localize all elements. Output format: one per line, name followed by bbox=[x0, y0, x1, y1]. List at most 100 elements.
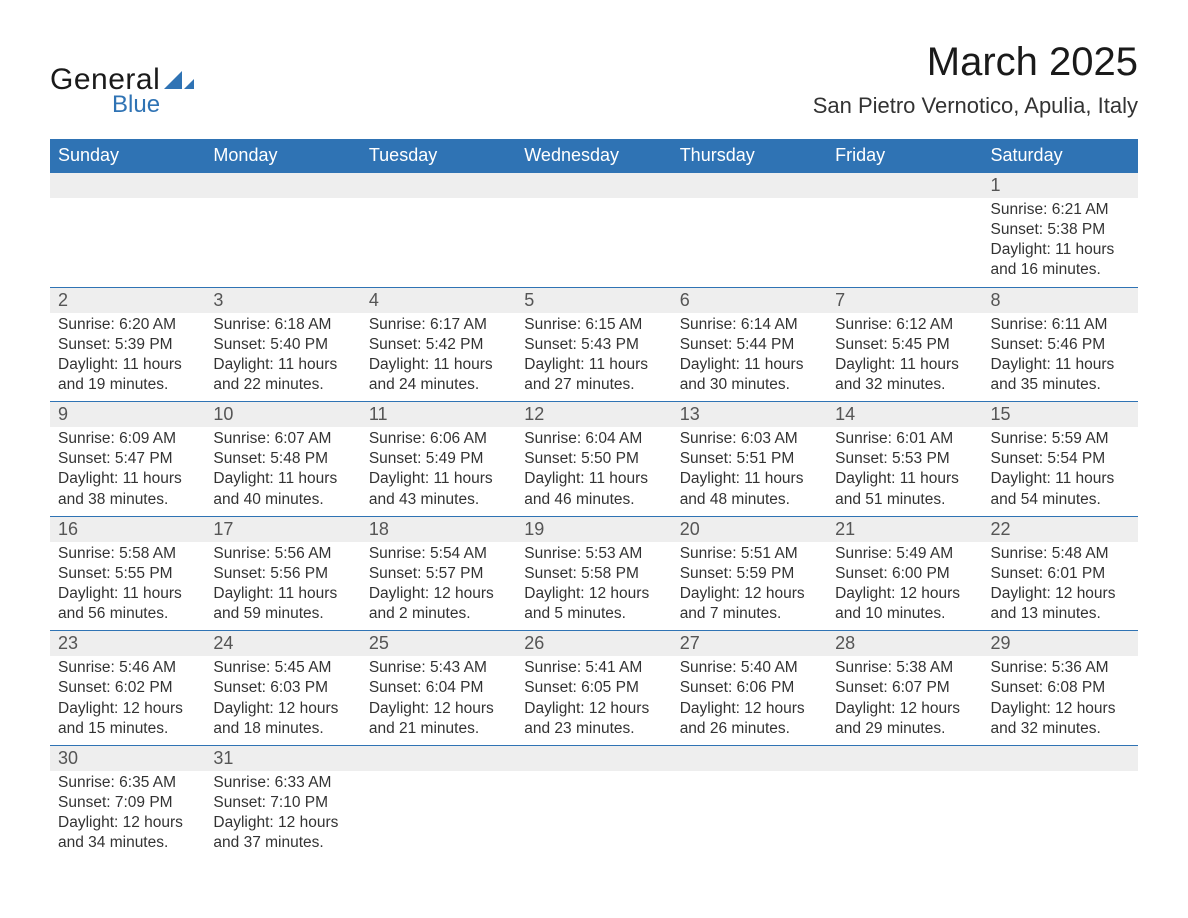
day-details: Sunrise: 6:35 AMSunset: 7:09 PMDaylight:… bbox=[50, 771, 205, 860]
day-number: 2 bbox=[50, 288, 205, 313]
daylight-line-1: Daylight: 12 hours bbox=[213, 699, 352, 719]
daylight-line-1: Daylight: 11 hours bbox=[369, 469, 508, 489]
day-details bbox=[516, 771, 671, 783]
weekday-header-row: SundayMondayTuesdayWednesdayThursdayFrid… bbox=[50, 139, 1138, 173]
day-number: 3 bbox=[205, 288, 360, 313]
sunrise-line: Sunrise: 6:14 AM bbox=[680, 315, 819, 335]
daylight-line-2: and 18 minutes. bbox=[213, 719, 352, 739]
sunset-line: Sunset: 6:02 PM bbox=[58, 678, 197, 698]
daylight-line-2: and 59 minutes. bbox=[213, 604, 352, 624]
day-details: Sunrise: 5:54 AMSunset: 5:57 PMDaylight:… bbox=[361, 542, 516, 631]
weekday-header: Thursday bbox=[672, 139, 827, 173]
logo: General Blue bbox=[50, 63, 194, 119]
day-details bbox=[827, 198, 982, 210]
sunrise-line: Sunrise: 5:40 AM bbox=[680, 658, 819, 678]
sunset-line: Sunset: 6:01 PM bbox=[991, 564, 1130, 584]
day-number-row: 9101112131415 bbox=[50, 402, 1138, 428]
sunset-line: Sunset: 5:58 PM bbox=[524, 564, 663, 584]
sunset-line: Sunset: 6:06 PM bbox=[680, 678, 819, 698]
day-number: 29 bbox=[983, 631, 1138, 656]
sunset-line: Sunset: 5:59 PM bbox=[680, 564, 819, 584]
sunrise-line: Sunrise: 5:43 AM bbox=[369, 658, 508, 678]
sunset-line: Sunset: 5:45 PM bbox=[835, 335, 974, 355]
day-details bbox=[50, 198, 205, 210]
day-data-row: Sunrise: 6:21 AMSunset: 5:38 PMDaylight:… bbox=[50, 198, 1138, 287]
day-number: 13 bbox=[672, 402, 827, 427]
sunset-line: Sunset: 5:46 PM bbox=[991, 335, 1130, 355]
daylight-line-2: and 32 minutes. bbox=[991, 719, 1130, 739]
day-details bbox=[672, 198, 827, 210]
daylight-line-1: Daylight: 11 hours bbox=[213, 584, 352, 604]
sunrise-line: Sunrise: 6:04 AM bbox=[524, 429, 663, 449]
day-details: Sunrise: 6:04 AMSunset: 5:50 PMDaylight:… bbox=[516, 427, 671, 516]
day-details: Sunrise: 5:36 AMSunset: 6:08 PMDaylight:… bbox=[983, 656, 1138, 745]
sunset-line: Sunset: 5:51 PM bbox=[680, 449, 819, 469]
sunrise-line: Sunrise: 5:41 AM bbox=[524, 658, 663, 678]
sunset-line: Sunset: 5:54 PM bbox=[991, 449, 1130, 469]
day-details: Sunrise: 6:33 AMSunset: 7:10 PMDaylight:… bbox=[205, 771, 360, 860]
sunset-line: Sunset: 6:03 PM bbox=[213, 678, 352, 698]
daylight-line-1: Daylight: 12 hours bbox=[58, 813, 197, 833]
sunrise-line: Sunrise: 5:45 AM bbox=[213, 658, 352, 678]
day-number: 17 bbox=[205, 517, 360, 542]
day-details: Sunrise: 5:40 AMSunset: 6:06 PMDaylight:… bbox=[672, 656, 827, 745]
sunset-line: Sunset: 5:53 PM bbox=[835, 449, 974, 469]
sunset-line: Sunset: 5:47 PM bbox=[58, 449, 197, 469]
daylight-line-1: Daylight: 11 hours bbox=[680, 355, 819, 375]
day-number bbox=[361, 173, 516, 185]
sunset-line: Sunset: 5:55 PM bbox=[58, 564, 197, 584]
sunrise-line: Sunrise: 6:03 AM bbox=[680, 429, 819, 449]
day-details: Sunrise: 5:48 AMSunset: 6:01 PMDaylight:… bbox=[983, 542, 1138, 631]
sunrise-line: Sunrise: 5:58 AM bbox=[58, 544, 197, 564]
daylight-line-1: Daylight: 11 hours bbox=[524, 469, 663, 489]
day-number: 9 bbox=[50, 402, 205, 427]
sunrise-line: Sunrise: 5:36 AM bbox=[991, 658, 1130, 678]
weekday-header: Monday bbox=[205, 139, 360, 173]
daylight-line-1: Daylight: 12 hours bbox=[213, 813, 352, 833]
daylight-line-1: Daylight: 12 hours bbox=[58, 699, 197, 719]
daylight-line-2: and 40 minutes. bbox=[213, 490, 352, 510]
weekday-header: Friday bbox=[827, 139, 982, 173]
sunset-line: Sunset: 7:09 PM bbox=[58, 793, 197, 813]
day-data-row: Sunrise: 5:58 AMSunset: 5:55 PM Daylight:… bbox=[50, 542, 1138, 631]
day-number bbox=[672, 173, 827, 185]
sunset-line: Sunset: 6:05 PM bbox=[524, 678, 663, 698]
day-details: Sunrise: 6:14 AMSunset: 5:44 PMDaylight:… bbox=[672, 313, 827, 402]
day-number-row: 2345678 bbox=[50, 287, 1138, 313]
daylight-line-2: and 37 minutes. bbox=[213, 833, 352, 853]
daylight-line-1: Daylight: 11 hours bbox=[369, 355, 508, 375]
daylight-line-1: Daylight: 11 hours bbox=[991, 240, 1130, 260]
day-number: 14 bbox=[827, 402, 982, 427]
day-number bbox=[516, 173, 671, 185]
sunset-line: Sunset: 5:48 PM bbox=[213, 449, 352, 469]
day-data-row: Sunrise: 5:46 AMSunset: 6:02 PMDaylight:… bbox=[50, 656, 1138, 745]
day-number: 19 bbox=[516, 517, 671, 542]
day-number: 30 bbox=[50, 746, 205, 771]
day-number bbox=[827, 173, 982, 185]
daylight-line-2: and 30 minutes. bbox=[680, 375, 819, 395]
sunrise-line: Sunrise: 5:46 AM bbox=[58, 658, 197, 678]
day-number: 24 bbox=[205, 631, 360, 656]
day-details bbox=[672, 771, 827, 783]
daylight-line-2: and 54 minutes. bbox=[991, 490, 1130, 510]
daylight-line-1: Daylight: 11 hours bbox=[835, 355, 974, 375]
day-number: 4 bbox=[361, 288, 516, 313]
daylight-line-2: and 2 minutes. bbox=[369, 604, 508, 624]
daylight-line-2: and 23 minutes. bbox=[524, 719, 663, 739]
day-number bbox=[361, 746, 516, 758]
daylight-line-2: and 24 minutes. bbox=[369, 375, 508, 395]
daylight-line-1: Daylight: 11 hours bbox=[991, 355, 1130, 375]
sunset-line: Sunset: 6:00 PM bbox=[835, 564, 974, 584]
day-details bbox=[983, 771, 1138, 783]
day-details: Sunrise: 5:59 AMSunset: 5:54 PMDaylight:… bbox=[983, 427, 1138, 516]
day-number bbox=[827, 746, 982, 758]
day-number: 18 bbox=[361, 517, 516, 542]
daylight-line-2: and 29 minutes. bbox=[835, 719, 974, 739]
logo-text-blue: Blue bbox=[112, 91, 160, 119]
daylight-line-1: Daylight: 11 hours bbox=[680, 469, 819, 489]
daylight-line-1: Daylight: 12 hours bbox=[369, 699, 508, 719]
title-block: March 2025 San Pietro Vernotico, Apulia,… bbox=[813, 40, 1138, 119]
daylight-line-2: and 19 minutes. bbox=[58, 375, 197, 395]
sunrise-line: Sunrise: 5:53 AM bbox=[524, 544, 663, 564]
page-header: General Blue March 2025 San Pietro Verno… bbox=[50, 40, 1138, 119]
